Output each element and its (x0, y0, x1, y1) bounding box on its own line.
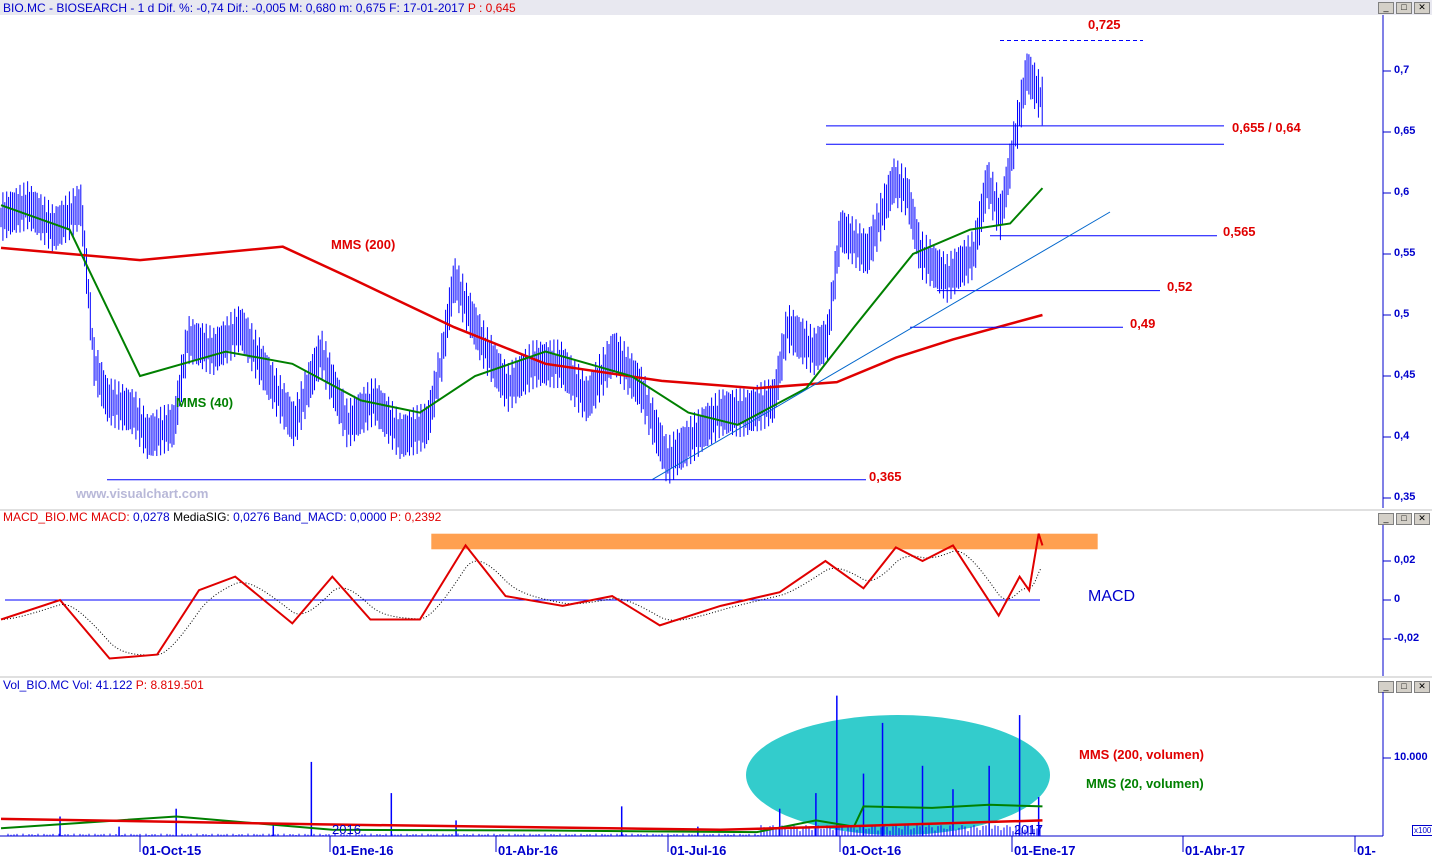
minimize-icon[interactable]: _ (1378, 681, 1394, 693)
mms200-line (0, 245, 1043, 390)
close-icon[interactable]: ✕ (1414, 2, 1430, 14)
macd-tick: -0,02 (1394, 632, 1420, 644)
macd-name: MACD_BIO.MC MACD: (3, 510, 130, 524)
level-label-565: 0,565 (1223, 224, 1256, 239)
signal-line (0, 550, 1042, 656)
price-header: BIO.MC - BIOSEARCH - 1 d Dif. %: -0,74 D… (3, 1, 516, 15)
year-2016: 2016 (332, 822, 361, 837)
sig-label: MediaSIG: (173, 510, 230, 524)
date-tick: 01- (1357, 843, 1376, 858)
price-tick: 0,55 (1394, 247, 1416, 259)
date-tick: 01-Oct-16 (842, 843, 902, 858)
mms200-label: MMS (200) (331, 237, 396, 252)
mms40-label: MMS (40) (176, 395, 234, 410)
macd-header: MACD_BIO.MC MACD: 0,0278 MediaSIG: 0,027… (3, 510, 441, 524)
watermark: www.visualchart.com (76, 486, 209, 501)
macd-tick: 0,02 (1394, 554, 1416, 566)
level-label-725: 0,725 (1088, 17, 1121, 32)
price-header-bar (0, 0, 1432, 15)
vol-mms20-label: MMS (20, volumen) (1086, 776, 1204, 791)
band-value: Band_MACD: 0,0000 (273, 510, 387, 524)
highlight-ellipse (746, 715, 1050, 835)
minimize-icon[interactable]: _ (1378, 513, 1394, 525)
vol-mms200-label: MMS (200, volumen) (1079, 747, 1204, 762)
year-2017: 2017 (1014, 822, 1043, 837)
maximize-icon[interactable]: □ (1396, 2, 1412, 14)
macd-window-buttons: _ □ ✕ (1378, 513, 1430, 525)
price-tick: 0,4 (1394, 430, 1410, 442)
macd-p: P: 0,2392 (389, 510, 442, 524)
close-icon[interactable]: ✕ (1414, 681, 1430, 693)
price-tick: 0,6 (1394, 186, 1410, 198)
level-label-52: 0,52 (1167, 279, 1193, 294)
vol-p: P: 8.819.501 (135, 678, 204, 692)
date-tick: 01-Ene-16 (332, 843, 394, 858)
date-tick: 01-Jul-16 (670, 843, 727, 858)
volume-tick: 10.000 (1394, 751, 1428, 763)
maximize-icon[interactable]: □ (1396, 681, 1412, 693)
maximize-icon[interactable]: □ (1396, 513, 1412, 525)
level-label-49: 0,49 (1130, 316, 1156, 331)
quote-p: P : 0,645 (467, 1, 516, 15)
vol-name: Vol_BIO.MC Vol: 41.122 (3, 678, 133, 692)
close-icon[interactable]: ✕ (1414, 513, 1430, 525)
quote-info: Dif. %: -0,74 Dif.: -0,005 M: 0,680 m: 0… (157, 1, 465, 15)
sig-value: 0,0276 (233, 510, 270, 524)
date-tick: 01-Abr-17 (1185, 843, 1245, 858)
macd-band (431, 533, 1098, 550)
vol-mms200-line (0, 817, 1043, 832)
unit-x100: x100 (1412, 825, 1432, 836)
price-window-buttons: _ □ ✕ (1378, 2, 1430, 14)
mms40-line (0, 187, 1044, 426)
date-tick: 01-Oct-15 (142, 843, 202, 858)
price-tick: 0,35 (1394, 491, 1416, 503)
minimize-icon[interactable]: _ (1378, 2, 1394, 14)
price-tick: 0,5 (1394, 308, 1410, 320)
level-label-655: 0,655 / 0,64 (1232, 120, 1301, 135)
macd-label: MACD (1088, 588, 1136, 605)
macd-line (0, 533, 1044, 660)
vol-mms20-line (0, 803, 1043, 834)
trend-line (651, 211, 1111, 481)
price-tick: 0,65 (1394, 125, 1416, 137)
level-label-365: 0,365 (869, 469, 902, 484)
macd-value: 0,0278 (133, 510, 170, 524)
date-tick: 01-Abr-16 (498, 843, 558, 858)
date-tick: 01-Ene-17 (1014, 843, 1076, 858)
vol-window-buttons: _ □ ✕ (1378, 681, 1430, 693)
symbol: BIO.MC - BIOSEARCH - 1 d (3, 1, 155, 15)
price-tick: 0,7 (1394, 64, 1410, 76)
macd-tick: 0 (1394, 593, 1401, 605)
vol-header: Vol_BIO.MC Vol: 41.122 P: 8.819.501 (3, 678, 204, 692)
price-tick: 0,45 (1394, 369, 1416, 381)
